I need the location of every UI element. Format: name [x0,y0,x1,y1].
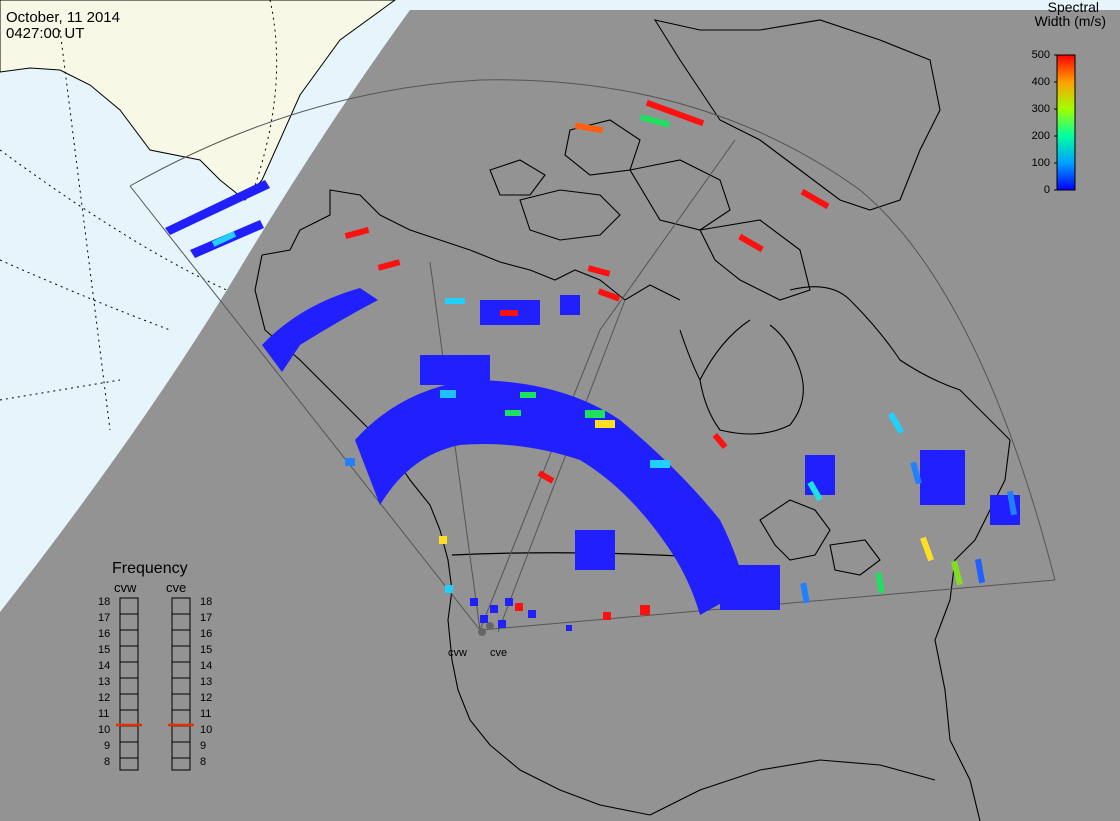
scatter-bin [420,355,490,385]
scatter-bin [537,470,555,484]
colorbar-tick: 400 [1031,76,1050,88]
freq-tick-cve: 16 [200,628,213,640]
coastlines [254,19,1011,821]
scatter-bin [875,572,885,594]
scatter-bin [910,461,922,485]
colorbar-ticks [1054,54,1057,191]
scatter-bin [640,605,650,615]
freq-tick-cve: 12 [200,692,213,704]
freq-tick-cvw: 9 [104,740,111,752]
scatter-bin [211,231,237,247]
scatter-bin [498,620,506,628]
scatter-bin [560,295,580,315]
scatter-bin [344,226,370,240]
frequency-title: Frequency [112,560,188,577]
scatter-bin [585,410,605,418]
scatter-band-far [165,180,270,258]
scatter-bin [505,598,513,606]
scatter-bin [439,536,447,544]
radar-label-cve: cve [490,647,508,659]
scatter-bin [440,390,456,398]
scatter-bin [603,612,611,620]
scatter-bin [595,420,615,428]
scatter-bin [720,565,780,610]
scatter-bin [528,610,536,618]
colorbar-title-line1: Spectral [1047,0,1099,15]
daylight-land [0,0,396,201]
radar-label-cvw: cvw [448,647,467,659]
freq-tick-cve: 10 [200,724,213,736]
scatter-bin [950,560,964,586]
scatter-bin [377,259,401,271]
scatter-bin [1006,490,1018,516]
scatter-band-main [355,380,745,615]
scatter-bin [887,411,905,435]
colorbar [1056,54,1076,191]
freq-tick-cvw: 10 [98,724,111,736]
freq-tick-cve: 9 [200,740,207,752]
scatter-bin [800,582,810,604]
scatter-bin [650,460,670,468]
scatter-bin [445,298,465,304]
scatter-bin [645,99,705,127]
scatter-bin [575,530,615,570]
freq-tick-cve: 13 [200,676,213,688]
freq-tick-cve: 15 [200,644,213,656]
colorbar-tick: 0 [1043,184,1050,196]
freq-tick-cve: 17 [200,612,213,624]
scatter-bin [345,458,355,466]
freq-tick-cve: 8 [200,756,207,768]
colorbar-tick: 300 [1031,103,1050,115]
graticule-day [0,0,278,431]
freq-tick-cvw: 16 [98,628,111,640]
scatter-bin [587,265,611,277]
scatter-bin [807,480,823,502]
scatter-bin [520,392,536,398]
colorbar-tick: 500 [1031,49,1050,61]
scatter-bin [490,605,498,613]
scatter-bin [805,455,835,495]
scatter-bin [920,536,934,562]
freq-tick-cve: 11 [200,708,212,720]
scatter-bin [480,615,488,623]
radar-site-cve [486,622,494,630]
scatter-bin [566,625,572,631]
scatter-bin [470,598,478,606]
radar-site-cvw [478,628,486,636]
scatter-bin [974,558,986,584]
freq-tick-cvw: 14 [98,660,111,672]
time-label: 0427:00 UT [6,25,85,42]
scatter-bin [920,450,965,505]
freq-tick-cvw: 8 [104,756,111,768]
scatter-bin [800,188,830,210]
scatter-bin [515,603,523,611]
scatter-bin [574,122,604,134]
freq-tick-cve: 14 [200,660,213,672]
scatter-bin [738,233,764,253]
colorbar-title-line2: Width (m/s) [1034,13,1106,29]
colorbar-tick: 200 [1031,130,1050,142]
scatter-bins [165,99,1020,631]
scatter-bin [445,585,453,593]
scatter-bin [639,114,671,128]
freq-tick-cvw: 12 [98,692,111,704]
freq-tick-cvw: 11 [98,708,110,720]
date-label: October, 11 2014 [6,9,120,26]
scatter-bin [597,288,621,302]
freq-tick-cvw: 17 [98,612,111,624]
scatter-band-west [262,288,378,372]
freq-tick-cvw: 13 [98,676,111,688]
freq-radar-label-cve: cve [166,580,187,595]
freq-tick-cvw: 18 [98,596,111,608]
scatter-bin [505,410,521,416]
freq-tick-cvw: 15 [98,644,111,656]
freq-tick-cve: 18 [200,596,213,608]
colorbar-tick: 100 [1031,157,1050,169]
freq-radar-label-cvw: cvw [114,580,137,595]
scatter-bin [500,310,518,316]
scatter-bin [712,432,728,450]
